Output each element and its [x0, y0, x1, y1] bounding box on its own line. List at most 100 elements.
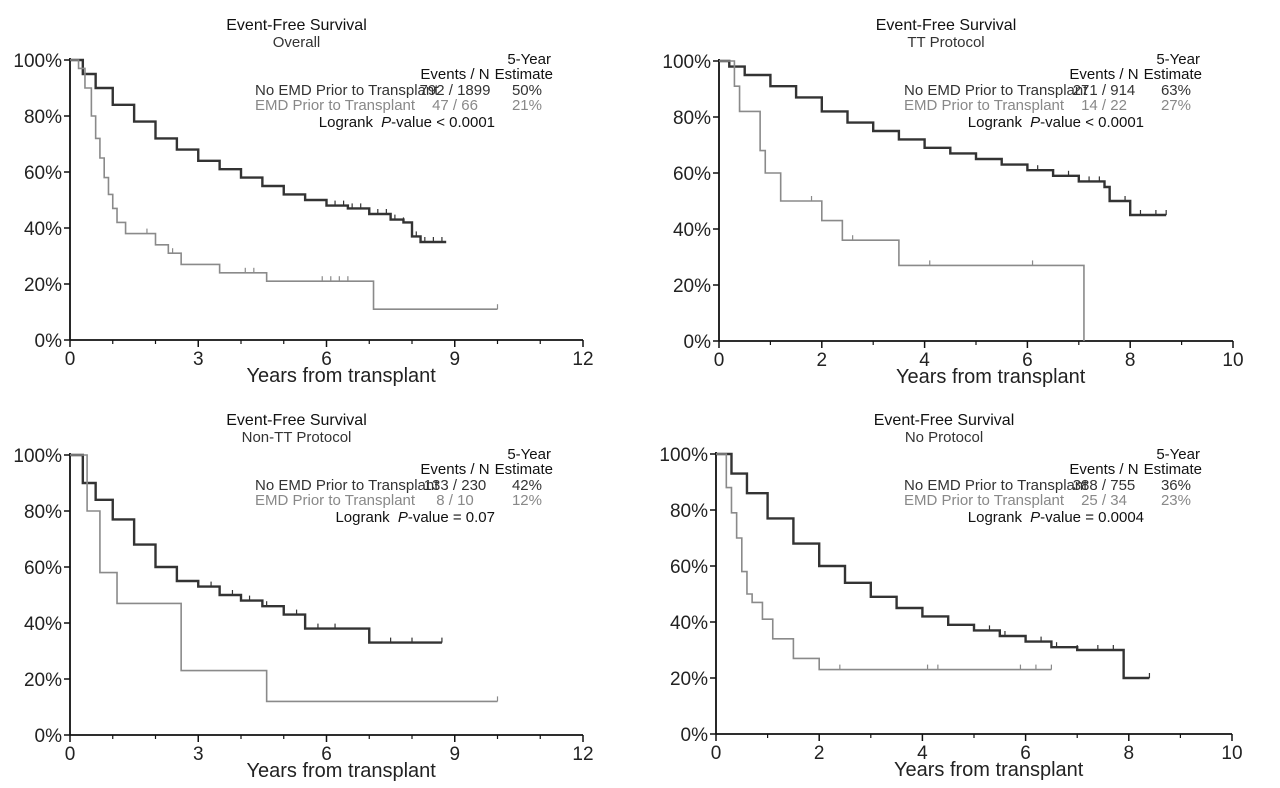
- y-tick-label: 0%: [681, 725, 709, 746]
- estimate-header-line2: Estimate: [1144, 66, 1202, 83]
- x-tick-label: 10: [1222, 350, 1243, 371]
- y-tick-label: 100%: [662, 52, 711, 73]
- y-tick-label: 40%: [24, 219, 62, 240]
- x-tick-label: 8: [1124, 743, 1135, 764]
- x-tick-label: 8: [1125, 350, 1136, 371]
- y-tick-label: 0%: [35, 331, 63, 352]
- survival-curve-emd: [719, 60, 1085, 341]
- survival-curve-no-emd: [70, 58, 447, 244]
- logrank-p: P: [381, 114, 391, 131]
- x-tick-label: 9: [449, 744, 460, 765]
- logrank-p: P: [1030, 509, 1040, 526]
- logrank-text: Logrank P-value < 0.0001: [968, 114, 1144, 131]
- x-tick-label: 0: [65, 744, 76, 765]
- legend-events-n: 25 / 34: [1081, 492, 1127, 509]
- legend-label-no-emd: No EMD Prior to Transplant: [904, 82, 1088, 99]
- logrank-value: -value = 0.07: [408, 509, 495, 526]
- x-axis-label: Years from transplant: [247, 365, 437, 387]
- x-tick-label: 2: [817, 350, 828, 371]
- estimate-header-line1: 5-Year: [507, 51, 551, 68]
- x-tick-label: 9: [449, 349, 460, 370]
- x-tick-label: 4: [919, 350, 930, 371]
- estimate-header-line1: 5-Year: [1156, 446, 1200, 463]
- estimate-header-line1: 5-Year: [507, 446, 551, 463]
- legend-estimate: 36%: [1161, 477, 1191, 494]
- y-tick-label: 100%: [13, 51, 62, 72]
- y-tick-label: 60%: [24, 558, 62, 579]
- legend-estimate: 23%: [1161, 492, 1191, 509]
- estimate-header-line2: Estimate: [495, 461, 553, 478]
- events-header: Events / N: [1069, 66, 1138, 83]
- legend-label-no-emd: No EMD Prior to Transplant: [255, 82, 439, 99]
- chart-subtitle: Non-TT Protocol: [242, 429, 352, 446]
- estimate-header-line2: Estimate: [495, 66, 553, 83]
- logrank-value: -value < 0.0001: [1040, 114, 1144, 131]
- chart-subtitle: No Protocol: [905, 429, 983, 446]
- logrank-text: Logrank P-value = 0.0004: [968, 509, 1144, 526]
- survival-curve-emd: [70, 454, 498, 703]
- x-axis-label: Years from transplant: [247, 760, 437, 782]
- x-tick-label: 2: [814, 743, 825, 764]
- legend-events-n: 47 / 66: [432, 97, 478, 114]
- x-axis-label: Years from transplant: [894, 759, 1084, 781]
- y-tick-label: 60%: [670, 557, 708, 578]
- y-tick-label: 80%: [670, 501, 708, 522]
- x-tick-label: 12: [572, 349, 593, 370]
- legend-events-n: 792 / 1899: [420, 82, 491, 99]
- legend-label-no-emd: No EMD Prior to Transplant: [255, 477, 439, 494]
- legend-events-n: 388 / 755: [1073, 477, 1136, 494]
- x-tick-label: 6: [321, 744, 332, 765]
- chart-title: Event-Free Survival: [226, 17, 367, 34]
- x-axis-label: Years from transplant: [896, 366, 1086, 388]
- logrank-text: Logrank P-value < 0.0001: [319, 114, 495, 131]
- legend-estimate: 27%: [1161, 97, 1191, 114]
- legend-label-no-emd: No EMD Prior to Transplant: [904, 477, 1088, 494]
- y-tick-label: 60%: [673, 164, 711, 185]
- y-tick-label: 20%: [24, 275, 62, 296]
- x-tick-label: 0: [65, 349, 76, 370]
- y-tick-label: 20%: [24, 670, 62, 691]
- y-tick-label: 100%: [659, 445, 708, 466]
- y-tick-label: 40%: [673, 220, 711, 241]
- legend-label-emd: EMD Prior to Transplant: [255, 492, 416, 509]
- x-tick-label: 4: [917, 743, 928, 764]
- estimate-header-line2: Estimate: [1144, 461, 1202, 478]
- legend-label-emd: EMD Prior to Transplant: [904, 492, 1065, 509]
- legend-events-n: 133 / 230: [424, 477, 487, 494]
- survival-curve-no-emd: [719, 59, 1167, 217]
- x-tick-label: 12: [572, 744, 593, 765]
- y-tick-label: 40%: [24, 614, 62, 635]
- events-header: Events / N: [420, 66, 489, 83]
- legend-estimate: 21%: [512, 97, 542, 114]
- logrank-p: P: [1030, 114, 1040, 131]
- chart-subtitle: Overall: [273, 34, 321, 51]
- legend-estimate: 50%: [512, 82, 542, 99]
- logrank-value: -value < 0.0001: [391, 114, 495, 131]
- survival-curve-emd: [716, 453, 1052, 671]
- logrank-label: Logrank: [335, 509, 393, 526]
- y-tick-label: 60%: [24, 163, 62, 184]
- logrank-label: Logrank: [968, 509, 1026, 526]
- x-tick-label: 0: [714, 350, 725, 371]
- x-tick-label: 6: [321, 349, 332, 370]
- legend-estimate: 12%: [512, 492, 542, 509]
- logrank-label: Logrank: [319, 114, 377, 131]
- legend-estimate: 63%: [1161, 82, 1191, 99]
- legend-events-n: 14 / 22: [1081, 97, 1127, 114]
- chart-subtitle: TT Protocol: [907, 34, 984, 51]
- legend-label-emd: EMD Prior to Transplant: [255, 97, 416, 114]
- events-header: Events / N: [420, 461, 489, 478]
- legend-events-n: 8 / 10: [436, 492, 474, 509]
- chart-title: Event-Free Survival: [226, 412, 367, 429]
- logrank-p: P: [398, 509, 408, 526]
- legend-label-emd: EMD Prior to Transplant: [904, 97, 1065, 114]
- chart-title: Event-Free Survival: [874, 412, 1015, 429]
- events-header: Events / N: [1069, 461, 1138, 478]
- y-tick-label: 40%: [670, 613, 708, 634]
- survival-curve-no-emd: [716, 452, 1150, 680]
